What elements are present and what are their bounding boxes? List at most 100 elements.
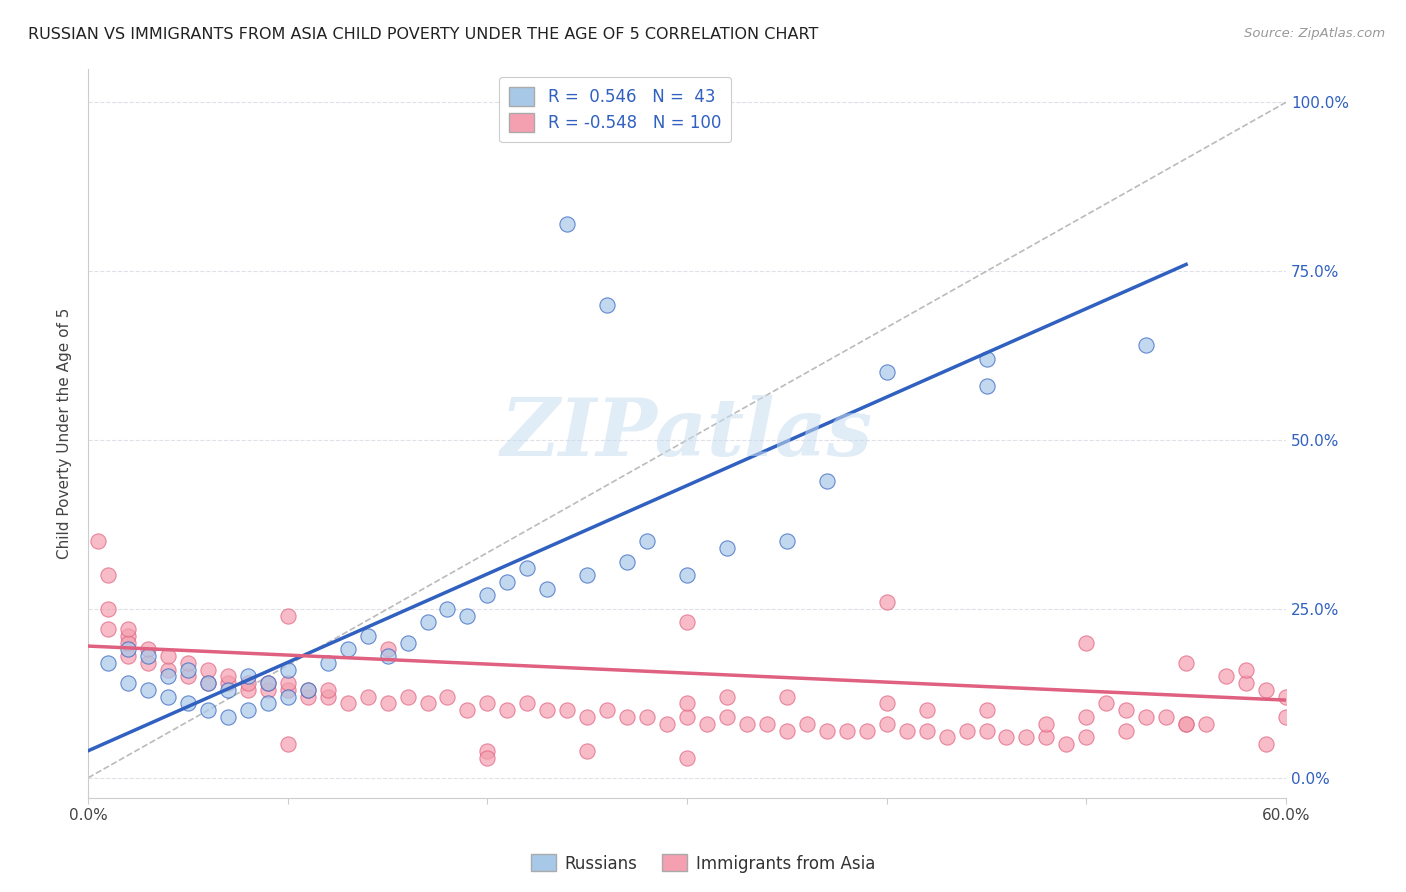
Point [377,697,399,711]
Text: RUSSIAN VS IMMIGRANTS FROM ASIA CHILD POVERTY UNDER THE AGE OF 5 CORRELATION CHA: RUSSIAN VS IMMIGRANTS FROM ASIA CHILD PO… [28,27,818,42]
Point [97,622,120,636]
Point [1135,338,1157,352]
Point [676,615,699,630]
Point [297,690,319,704]
Point [297,683,319,698]
Point [1115,703,1137,717]
Point [136,642,159,657]
Point [636,710,658,724]
Point [277,608,299,623]
Point [1175,716,1198,731]
Point [156,690,179,704]
Point [676,697,699,711]
Point [256,683,278,698]
Point [1095,697,1118,711]
Point [117,642,139,657]
Point [197,676,219,690]
Point [177,697,200,711]
Point [876,366,898,380]
Point [97,656,120,670]
Point [97,568,120,582]
Legend: R =  0.546   N =  43, R = -0.548   N = 100: R = 0.546 N = 43, R = -0.548 N = 100 [499,77,731,142]
Point [676,750,699,764]
Point [1076,710,1098,724]
Point [1275,710,1298,724]
Point [356,690,378,704]
Point [316,656,339,670]
Point [236,683,259,698]
Point [496,703,519,717]
Point [876,697,898,711]
Point [1115,723,1137,738]
Point [596,703,619,717]
Point [117,629,139,643]
Point [1254,737,1277,751]
Point [976,379,998,393]
Point [456,608,478,623]
Point [356,629,378,643]
Point [256,676,278,690]
Point [835,723,858,738]
Point [935,731,957,745]
Point [596,298,619,312]
Point [696,716,718,731]
Point [876,595,898,609]
Point [277,683,299,698]
Point [117,649,139,664]
Point [536,582,558,596]
Point [336,697,359,711]
Point [1076,636,1098,650]
Point [576,744,599,758]
Point [197,676,219,690]
Point [1234,676,1257,690]
Text: Source: ZipAtlas.com: Source: ZipAtlas.com [1244,27,1385,40]
Point [516,561,538,575]
Point [217,676,239,690]
Point [1195,716,1218,731]
Point [97,602,120,616]
Point [1076,731,1098,745]
Point [377,649,399,664]
Point [477,744,499,758]
Point [197,703,219,717]
Point [1035,716,1057,731]
Point [236,669,259,683]
Point [477,697,499,711]
Point [496,574,519,589]
Point [277,690,299,704]
Point [87,534,110,549]
Point [815,723,838,738]
Point [236,676,259,690]
Point [576,568,599,582]
Point [1215,669,1237,683]
Point [716,690,738,704]
Text: ZIPatlas: ZIPatlas [501,394,873,472]
Point [316,690,339,704]
Point [516,697,538,711]
Point [316,683,339,698]
Point [217,669,239,683]
Point [1175,716,1198,731]
Point [876,716,898,731]
Point [477,589,499,603]
Point [776,534,799,549]
Point [1015,731,1038,745]
Point [256,697,278,711]
Point [416,615,439,630]
Point [156,663,179,677]
Point [555,217,578,231]
Point [177,669,200,683]
Point [1154,710,1177,724]
Point [716,541,738,555]
Point [297,683,319,698]
Point [676,710,699,724]
Point [555,703,578,717]
Point [955,723,977,738]
Point [217,710,239,724]
Point [156,669,179,683]
Point [855,723,877,738]
Point [815,474,838,488]
Point [1234,663,1257,677]
Point [136,683,159,698]
Legend: Russians, Immigrants from Asia: Russians, Immigrants from Asia [524,847,882,880]
